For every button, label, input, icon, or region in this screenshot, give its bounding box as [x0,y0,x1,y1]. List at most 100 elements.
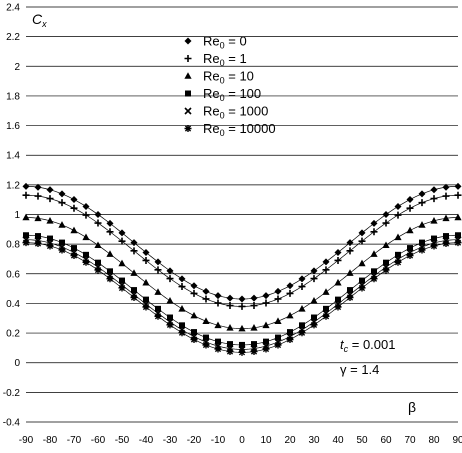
data-point [130,247,138,255]
data-point [22,191,30,199]
x-tick-label: -60 [91,435,106,446]
legend-label: Re0 = 10 [203,69,254,86]
data-point [454,191,462,199]
legend-entry: Re0 = 1000 [184,104,268,121]
data-point [238,324,246,332]
x-tick-label: 40 [332,435,344,446]
data-point [418,190,426,198]
data-point [346,247,354,255]
x-tick-label: 0 [239,435,245,446]
data-point [214,345,222,353]
data-point [106,228,114,236]
data-point [70,251,78,259]
x-tick-label: 50 [356,435,368,446]
data-point [226,294,234,302]
data-point [58,246,66,254]
data-point [286,336,294,344]
data-point [167,314,173,321]
y-tick-labels: -0.4 -0.2 0 0.2 0.4 0.6 0.8 1 1.2 1.4 1.6 1.8 2 2.2 2.… [3,3,21,429]
data-point [394,258,402,266]
legend-entry: Re0 = 1 [184,51,247,68]
data-point [130,239,138,247]
data-point [358,284,366,292]
data-point [310,297,318,304]
data-point [202,287,210,295]
data-point [118,259,126,267]
data-point [262,345,270,353]
fit-curve-0 [25,185,459,300]
data-point [154,288,162,295]
data-point [202,295,210,303]
data-point [346,294,354,301]
data-point [191,329,197,336]
y-tick-label: -0.4 [3,418,21,429]
data-point [394,202,402,210]
data-point [334,303,342,311]
data-point [239,341,245,348]
data-point [154,266,162,274]
data-point [394,211,402,219]
data-point [382,266,390,274]
data-point [214,292,222,300]
data-point [406,226,414,234]
data-point [298,329,306,337]
data-point [46,217,54,224]
x-tick-label: 60 [380,435,392,446]
annotation-tc: tc = 0.001 [340,337,395,354]
data-point [347,287,353,294]
data-point [202,341,210,349]
data-point [95,259,101,266]
data-point [311,314,317,321]
data-point [70,196,78,204]
data-point [287,329,293,336]
data-point [250,348,258,356]
data-point [250,294,258,302]
legend-marker [184,107,192,115]
data-point [382,211,390,218]
data-point [46,186,54,194]
data-point [34,192,42,200]
fit-curve-1 [25,194,459,307]
y-tick-label: 0 [14,358,20,369]
data-point [154,312,162,320]
x-axis-label: β [408,399,416,415]
data-point [455,232,461,239]
data-point [238,295,246,303]
data-point [238,348,246,356]
legend-entry: Re0 = 100 [185,86,261,103]
data-point [22,213,30,221]
y-tick-label: 0.4 [6,299,20,310]
data-point [454,239,462,247]
data-point [298,283,306,291]
data-point [178,304,186,312]
data-point [142,278,150,286]
data-point [322,258,330,266]
data-point [106,275,114,283]
x-tick-label: 70 [404,435,416,446]
data-point [22,239,30,247]
data-point [154,258,162,266]
data-point [346,269,354,276]
data-point [322,288,330,295]
data-point [262,321,270,329]
data-point [58,221,66,228]
data-point [83,251,89,258]
data-point [323,305,329,312]
legend-label: Re0 = 10000 [203,121,276,138]
data-point [286,289,294,297]
data-point [70,204,78,212]
data-point [334,278,342,286]
data-point [166,297,174,304]
data-point [299,322,305,329]
data-point [214,321,222,329]
data-point [406,251,414,259]
legend-marker [184,72,192,79]
data-point [418,246,426,254]
data-point [118,237,126,245]
data-point [227,341,233,348]
data-point [251,341,257,348]
data-point [250,323,258,331]
data-point [226,302,234,310]
data-point [358,259,366,267]
